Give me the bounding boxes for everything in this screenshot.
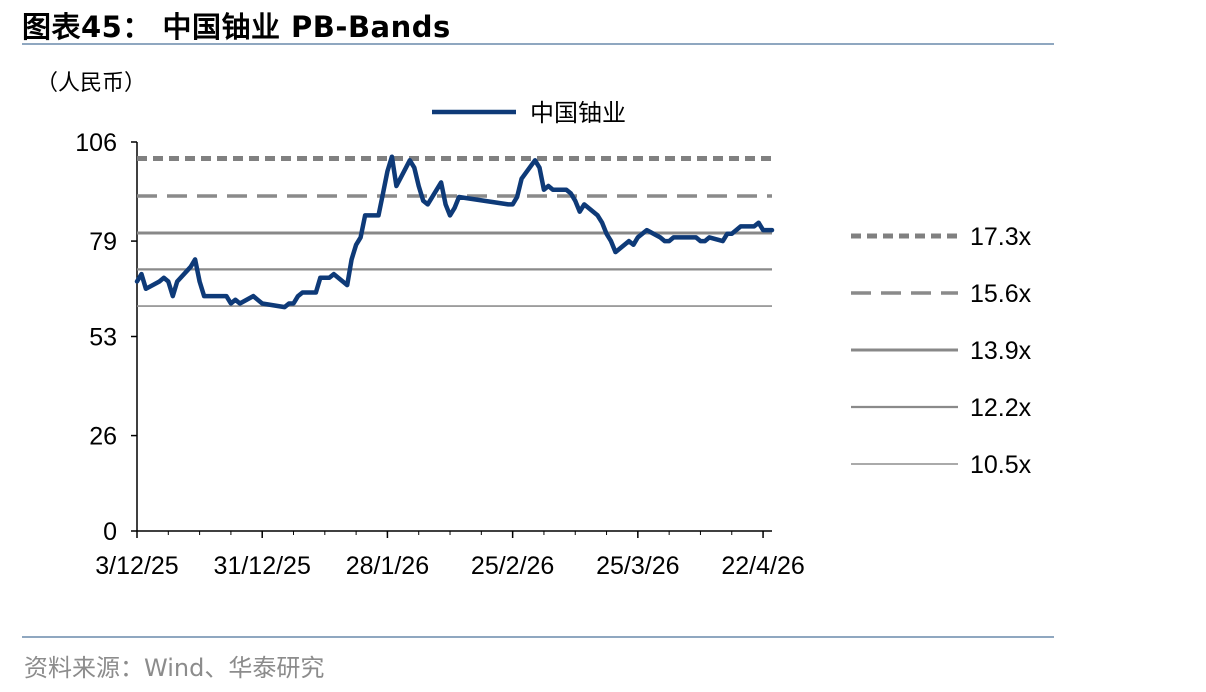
title-divider: [22, 43, 1054, 45]
band-legend-label-17.3x: 17.3x: [970, 223, 1032, 251]
y-axis: 0 26 53 79 106: [75, 129, 138, 546]
y-tick-label: 0: [103, 518, 117, 546]
footer-divider: [22, 636, 1054, 638]
unit-label: （人民币）: [36, 70, 146, 95]
x-axis: 3/12/25 31/12/25 28/1/26 25/2/26 25/3/26 22/4…: [95, 530, 805, 580]
legend-label-series: 中国铀业: [530, 100, 626, 127]
band-legend-label-10.5x: 10.5x: [970, 451, 1032, 479]
y-tick-label: 79: [89, 228, 117, 256]
band-legend: 17.3x 15.6x 13.9x 12.2x 10.5x: [851, 223, 1032, 479]
x-tick-label: 3/12/25: [95, 552, 178, 580]
series: [134, 154, 775, 310]
band-legend-label-12.2x: 12.2x: [970, 394, 1032, 422]
series-line: [134, 154, 775, 310]
band-legend-label-15.6x: 15.6x: [970, 280, 1032, 308]
source-note: 资料来源：Wind、华泰研究: [24, 654, 325, 682]
x-tick-label: 28/1/26: [346, 552, 429, 580]
x-tick-label: 25/2/26: [471, 552, 554, 580]
y-tick-label: 53: [89, 324, 117, 352]
x-tick-label: 22/4/26: [721, 552, 804, 580]
series-legend: 中国铀业: [432, 100, 626, 127]
y-tick-label: 26: [89, 423, 117, 451]
y-tick-label: 106: [75, 129, 117, 157]
pb-bands: [137, 156, 772, 307]
x-tick-label: 31/12/25: [214, 552, 311, 580]
band-legend-label-13.9x: 13.9x: [970, 337, 1032, 365]
chart-title: 图表45： 中国铀业 PB-Bands: [22, 10, 451, 44]
x-tick-label: 25/3/26: [596, 552, 679, 580]
